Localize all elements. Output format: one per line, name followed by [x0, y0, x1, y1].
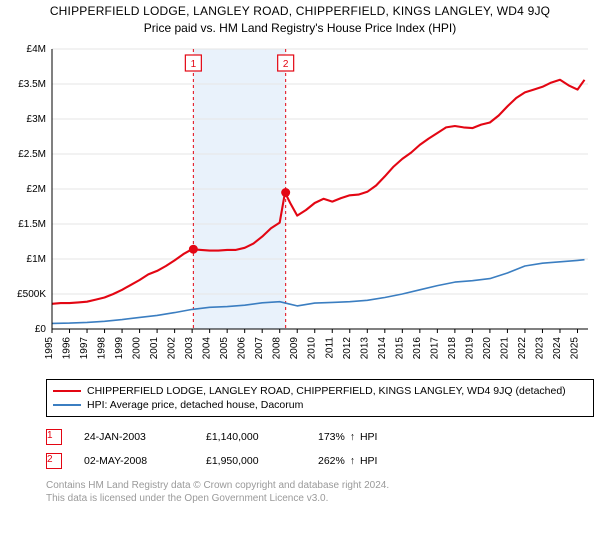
legend-label: CHIPPERFIELD LODGE, LANGLEY ROAD, CHIPPE… — [87, 385, 566, 397]
svg-text:£2.5M: £2.5M — [18, 149, 46, 160]
legend-swatch — [53, 390, 81, 392]
svg-text:2000: 2000 — [132, 337, 143, 360]
legend-item: HPI: Average price, detached house, Daco… — [53, 398, 587, 412]
svg-text:£4M: £4M — [27, 44, 46, 55]
svg-text:2019: 2019 — [464, 337, 475, 360]
svg-text:2015: 2015 — [394, 337, 405, 360]
footer-line2: This data is licensed under the Open Gov… — [46, 492, 594, 505]
svg-text:1998: 1998 — [97, 337, 108, 360]
sale-row: 2 02-MAY-2008 £1,950,000 262% ↑ HPI — [46, 449, 594, 473]
svg-text:2012: 2012 — [342, 337, 353, 360]
svg-text:2011: 2011 — [324, 337, 335, 359]
svg-text:2020: 2020 — [482, 337, 493, 360]
svg-text:2006: 2006 — [237, 337, 248, 360]
svg-text:1: 1 — [191, 59, 197, 70]
sale-pct: 173% ↑ HPI — [318, 431, 377, 443]
svg-text:£0: £0 — [35, 324, 47, 335]
svg-text:£500K: £500K — [17, 289, 46, 300]
svg-text:2001: 2001 — [149, 337, 160, 360]
svg-text:2: 2 — [283, 59, 289, 70]
svg-text:2009: 2009 — [289, 337, 300, 360]
page-subtitle: Price paid vs. HM Land Registry's House … — [6, 21, 594, 35]
svg-text:2014: 2014 — [377, 337, 388, 360]
sale-price: £1,950,000 — [206, 455, 296, 467]
svg-text:2010: 2010 — [307, 337, 318, 360]
footer-text: Contains HM Land Registry data © Crown c… — [46, 479, 594, 505]
svg-text:2008: 2008 — [272, 337, 283, 360]
svg-text:£1M: £1M — [27, 254, 46, 265]
sales-list: 1 24-JAN-2003 £1,140,000 173% ↑ HPI 2 02-MAY-… — [46, 425, 594, 473]
svg-text:2017: 2017 — [429, 337, 440, 360]
svg-text:2016: 2016 — [412, 337, 423, 360]
svg-text:2022: 2022 — [517, 337, 528, 360]
svg-text:2021: 2021 — [499, 337, 510, 360]
sale-date: 02-MAY-2008 — [84, 455, 184, 467]
page-title: CHIPPERFIELD LODGE, LANGLEY ROAD, CHIPPE… — [6, 4, 594, 18]
svg-text:£3.5M: £3.5M — [18, 79, 46, 90]
legend-label: HPI: Average price, detached house, Daco… — [87, 399, 303, 411]
svg-text:2003: 2003 — [184, 337, 195, 360]
svg-text:2007: 2007 — [254, 337, 265, 360]
svg-text:2025: 2025 — [569, 337, 580, 360]
sale-row: 1 24-JAN-2003 £1,140,000 173% ↑ HPI — [46, 425, 594, 449]
svg-text:2005: 2005 — [219, 337, 230, 360]
svg-text:2018: 2018 — [447, 337, 458, 360]
legend: CHIPPERFIELD LODGE, LANGLEY ROAD, CHIPPE… — [46, 379, 594, 417]
sale-date: 24-JAN-2003 — [84, 431, 184, 443]
svg-text:2023: 2023 — [534, 337, 545, 360]
svg-text:2004: 2004 — [202, 337, 213, 360]
sale-badge: 2 — [46, 453, 62, 469]
footer-line1: Contains HM Land Registry data © Crown c… — [46, 479, 594, 492]
svg-text:1996: 1996 — [62, 337, 73, 360]
svg-text:2024: 2024 — [552, 337, 563, 360]
chart-container: £0 £500K £1M £1.5M £2M £2.5M £3M £3.5M £4M 1995 19… — [6, 41, 594, 371]
sale-price: £1,140,000 — [206, 431, 296, 443]
svg-text:1997: 1997 — [79, 337, 90, 360]
svg-text:£1.5M: £1.5M — [18, 219, 46, 230]
svg-text:£3M: £3M — [27, 114, 46, 125]
sale-pct: 262% ↑ HPI — [318, 455, 377, 467]
svg-text:£2M: £2M — [27, 184, 46, 195]
svg-text:1995: 1995 — [44, 337, 55, 360]
legend-item: CHIPPERFIELD LODGE, LANGLEY ROAD, CHIPPE… — [53, 384, 587, 398]
svg-text:2002: 2002 — [167, 337, 178, 360]
svg-text:1999: 1999 — [114, 337, 125, 360]
svg-text:2013: 2013 — [359, 337, 370, 360]
sale-badge: 1 — [46, 429, 62, 445]
price-chart: £0 £500K £1M £1.5M £2M £2.5M £3M £3.5M £4M 1995 19… — [6, 41, 594, 371]
legend-swatch — [53, 404, 81, 406]
